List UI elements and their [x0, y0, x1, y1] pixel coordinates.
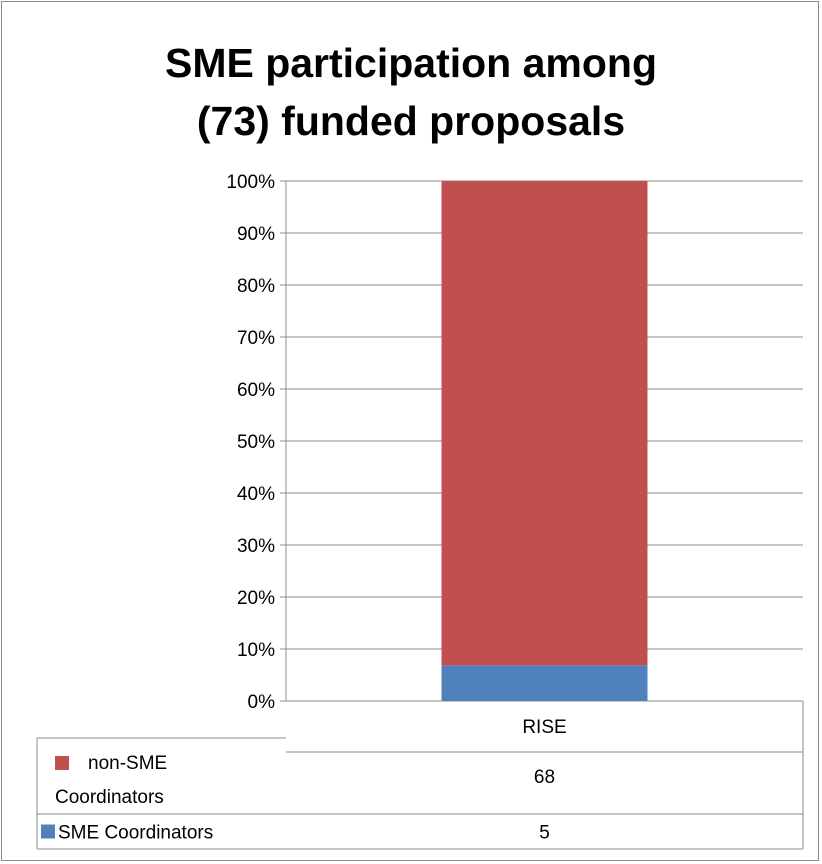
y-tick-label: 50% [237, 432, 275, 453]
row-label-line: non-SME [88, 753, 167, 774]
table-value: 68 [534, 767, 555, 788]
y-tick-label: 70% [237, 328, 275, 349]
chart-title-line-1: SME participation among [164, 40, 658, 86]
y-tick-label: 80% [237, 276, 275, 297]
bar-segment-non-sme-coordinators [441, 181, 648, 666]
chart-title: SME participation among (73) funded prop… [0, 34, 822, 150]
y-tick-label: 20% [237, 588, 275, 609]
x-category-label: RISE [522, 717, 566, 738]
y-tick-label: 100% [226, 172, 275, 193]
y-tick-label: 30% [237, 536, 275, 557]
row-label-line: Coordinators [55, 787, 164, 808]
y-tick-label: 40% [237, 484, 275, 505]
y-tick-label: 0% [248, 692, 276, 713]
chart-title-line-2: (73) funded proposals [196, 98, 626, 144]
table-value: 5 [539, 823, 550, 844]
y-tick-label: 90% [237, 224, 275, 245]
y-tick-label: 10% [237, 640, 275, 661]
row-label-line: SME Coordinators [58, 823, 213, 844]
bar-segment-sme-coordinators [441, 665, 648, 701]
legend-swatch [41, 824, 55, 839]
y-tick-label: 60% [237, 380, 275, 401]
legend-swatch [55, 756, 69, 770]
